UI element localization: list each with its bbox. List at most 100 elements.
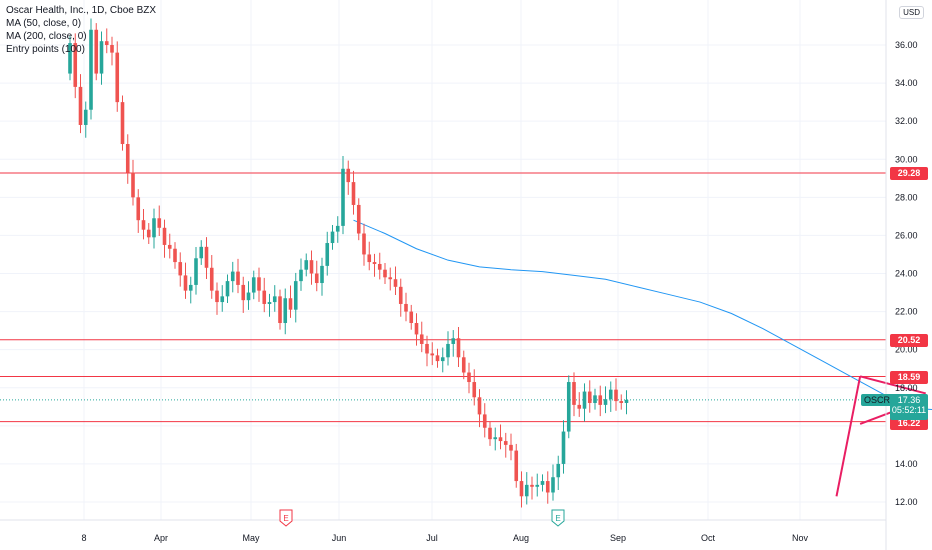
candle xyxy=(535,473,540,497)
candle xyxy=(414,313,419,346)
candle-body xyxy=(493,437,498,440)
candle xyxy=(346,160,351,195)
candle-body xyxy=(488,427,492,440)
level-tag-18-59: 18.59 xyxy=(890,371,928,384)
candle-body xyxy=(545,481,550,493)
candle xyxy=(115,41,120,112)
candle xyxy=(188,276,193,304)
price-tick-label: 28.00 xyxy=(895,192,918,202)
currency-button[interactable]: USD xyxy=(899,6,924,19)
candle-body xyxy=(383,269,387,278)
candle xyxy=(593,388,597,410)
candle-body xyxy=(272,296,277,303)
candle-body xyxy=(225,281,230,297)
candle xyxy=(377,252,382,280)
candle-body xyxy=(519,481,524,497)
candle-body xyxy=(414,323,419,335)
price-tick-label: 36.00 xyxy=(895,40,918,50)
candle-body xyxy=(304,260,309,270)
candle-body xyxy=(425,343,429,354)
level-tag-20-52: 20.52 xyxy=(890,334,928,347)
candle-body xyxy=(241,284,246,301)
candle xyxy=(325,231,330,276)
candle-body xyxy=(477,397,482,415)
candle xyxy=(540,474,545,492)
time-tick-label: Nov xyxy=(792,533,809,543)
indicator-entry-points[interactable]: Entry points (100) xyxy=(6,44,85,55)
candle xyxy=(194,247,198,295)
candle-body xyxy=(178,262,183,276)
candle-body xyxy=(593,395,597,403)
candle-body xyxy=(577,404,582,409)
candle xyxy=(503,432,508,458)
candle-body xyxy=(446,343,450,358)
candle-body xyxy=(409,311,414,324)
time-tick-label: Oct xyxy=(701,533,716,543)
candle xyxy=(136,189,141,233)
candle xyxy=(624,390,629,415)
candle-body xyxy=(141,220,146,230)
candle-body xyxy=(157,218,162,228)
candle xyxy=(425,335,429,367)
candle-body xyxy=(509,444,513,451)
candle xyxy=(293,272,298,323)
candle xyxy=(78,74,83,134)
candle-body xyxy=(68,43,72,74)
candle xyxy=(241,276,246,313)
candle xyxy=(309,250,314,285)
candle-body xyxy=(309,260,314,274)
candle xyxy=(230,261,235,293)
candle-body xyxy=(262,290,267,304)
candle-body xyxy=(341,168,345,226)
candle-body xyxy=(209,267,214,291)
candle xyxy=(267,293,272,317)
candle-body xyxy=(456,338,461,358)
price-tick-label: 20.00 xyxy=(895,345,918,355)
candle xyxy=(251,270,256,300)
indicator-ma200[interactable]: MA (200, close, 0) xyxy=(6,31,87,42)
candle xyxy=(162,219,167,258)
candle xyxy=(320,257,324,296)
candle xyxy=(619,394,624,410)
candle-body xyxy=(367,254,372,263)
candle xyxy=(104,28,109,54)
candle-body xyxy=(220,296,225,303)
candle xyxy=(572,372,576,417)
candle xyxy=(409,304,414,330)
candle-body xyxy=(330,231,335,244)
candle-body xyxy=(288,298,293,310)
candle xyxy=(608,381,613,412)
candle xyxy=(257,267,261,302)
candle-body xyxy=(325,243,330,266)
time-tick-label: May xyxy=(242,533,260,543)
candle-body xyxy=(614,389,618,402)
candle xyxy=(125,134,130,184)
candle-body xyxy=(619,401,624,403)
candle-body xyxy=(110,45,114,53)
time-tick-label: Apr xyxy=(154,533,168,543)
candle xyxy=(262,277,267,313)
candle-body xyxy=(152,218,156,238)
candle-body xyxy=(624,399,629,403)
candle-body xyxy=(482,414,487,428)
candle-body xyxy=(125,144,130,173)
candle-body xyxy=(230,271,235,282)
candle xyxy=(367,241,372,271)
candle xyxy=(482,403,487,438)
candle xyxy=(141,208,146,240)
price-tick-label: 32.00 xyxy=(895,116,918,126)
indicator-ma50[interactable]: MA (50, close, 0) xyxy=(6,18,82,29)
candle xyxy=(488,421,492,446)
candle xyxy=(461,350,466,380)
candle xyxy=(582,383,587,422)
candle xyxy=(561,420,566,474)
candle xyxy=(440,347,445,373)
candle xyxy=(178,252,183,287)
candle xyxy=(362,223,366,266)
candle xyxy=(587,380,592,413)
candle-body xyxy=(451,338,456,344)
earnings-icon[interactable]: E xyxy=(279,509,293,527)
earnings-icon[interactable]: E xyxy=(551,509,565,527)
